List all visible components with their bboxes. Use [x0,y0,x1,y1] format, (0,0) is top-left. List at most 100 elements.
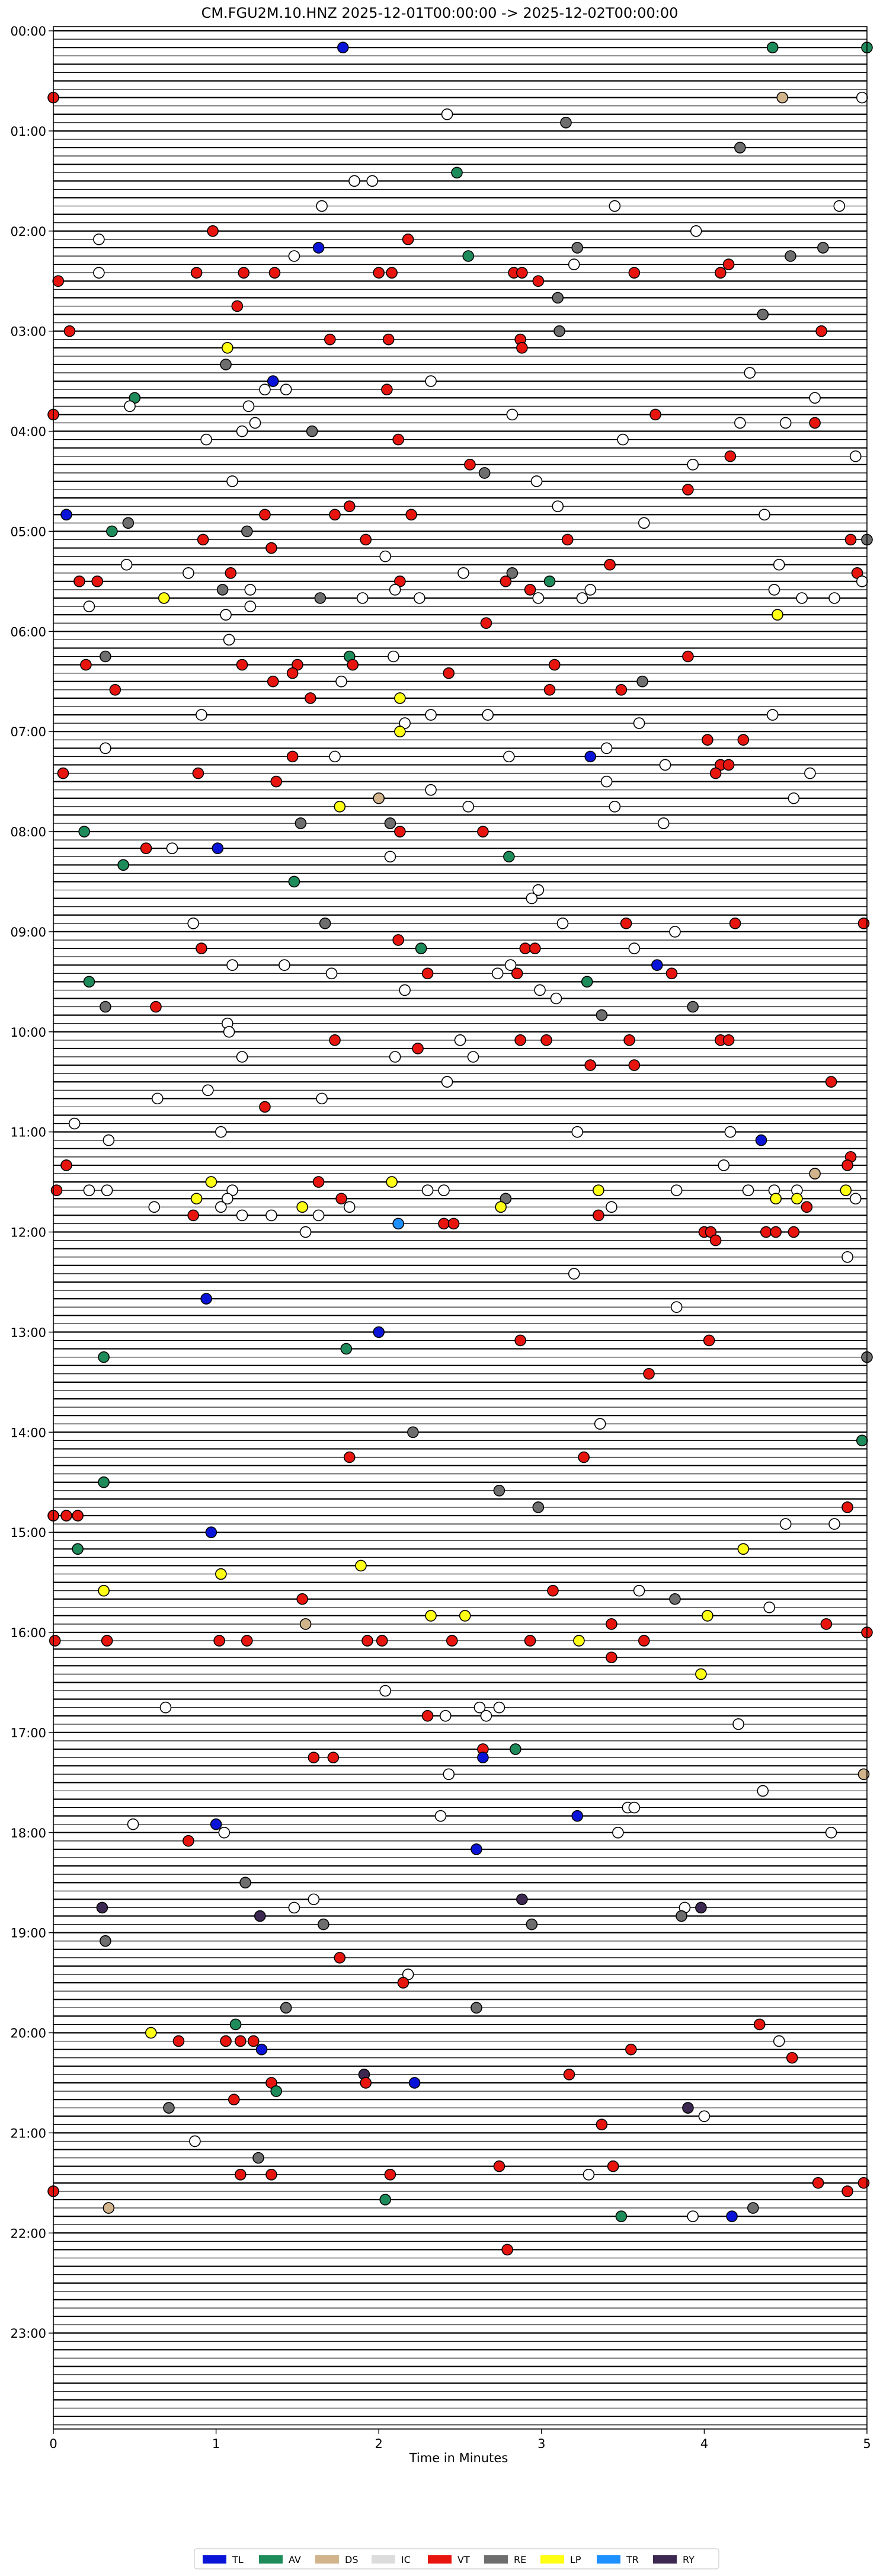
event-point-ic [779,1518,792,1530]
event-point-re [220,359,232,370]
event-point-ic [259,383,271,395]
event-point-lp [296,1201,308,1213]
event-point-ic [467,1051,479,1063]
event-point-vt [596,2118,608,2131]
event-point-ic [443,1768,455,1781]
event-point-vt [101,1635,113,1647]
event-point-vt [529,942,541,954]
event-point-ic [849,1193,862,1205]
event-point-vt [334,1952,346,1964]
event-point-tl [755,1134,767,1146]
event-point-ic [534,984,546,996]
event-point-vt [392,433,404,446]
event-point-vt [501,2243,513,2256]
event-point-vt [593,1209,604,1222]
event-point-ic [493,1701,505,1714]
legend-label-ry: RY [683,2554,695,2565]
event-point-ic [482,709,494,721]
event-point-ic [609,200,621,212]
event-point-ic [724,1126,737,1138]
event-point-vt [563,2069,575,2080]
event-point-ic [606,1201,617,1213]
x-tick-label: 1 [212,2437,220,2451]
event-point-re [552,292,564,304]
event-point-re [785,250,796,262]
event-point-ic [425,784,437,796]
event-point-vt [241,1635,253,1647]
event-point-tl [571,1810,584,1822]
event-point-vt [270,775,283,788]
event-point-ic [568,1268,580,1280]
event-point-ic [100,742,111,755]
event-point-tl [200,1293,212,1305]
event-point-ic [796,592,808,604]
event-point-vt [547,1584,559,1597]
event-point-lp [840,1184,852,1196]
event-point-re [216,584,229,596]
legend-swatch-lp [540,2555,564,2564]
event-point-ic [434,1810,447,1822]
event-point-vt [312,1176,325,1188]
event-point-vt [73,576,85,587]
event-point-vt [63,325,76,337]
event-point-lp [222,342,233,354]
y-tick-label: 00:00 [10,24,46,39]
event-point-ic [503,750,515,763]
event-point-ic [462,801,475,813]
event-point-ic [480,1709,492,1722]
event-point-vt [729,918,741,929]
event-point-vt [57,767,69,779]
event-point-vt [60,1159,72,1171]
event-point-vt [682,650,694,663]
event-point-ic [124,400,136,413]
event-point-vt [443,667,455,679]
event-point-vt [643,1367,655,1380]
event-point-ic [389,1051,401,1063]
event-point-ic [236,1051,248,1063]
event-point-re [553,325,565,337]
event-point-ds [776,91,789,104]
event-point-ic [766,709,779,721]
event-point-vt [234,2168,247,2181]
event-point-vt [607,2160,619,2172]
event-point-vt [514,1034,526,1046]
event-point-lp [495,1201,507,1213]
event-point-vt [604,558,616,571]
x-axis-label: Time in Minutes [409,2451,508,2465]
event-point-lp [386,1176,398,1188]
event-point-vt [628,267,641,279]
event-point-ic [249,417,261,429]
trace-rows [53,30,867,2425]
event-point-lp [425,1610,437,1622]
legend-label-re: RE [514,2554,526,2565]
event-point-ic [425,709,437,721]
event-point-re [817,242,829,254]
event-point-ic [552,500,564,512]
event-point-vt [801,1201,813,1213]
legend-swatch-av [259,2555,283,2564]
event-point-ic [288,250,300,262]
event-point-re [571,242,584,254]
event-point-ic [687,2210,699,2222]
event-point-vt [335,1193,347,1205]
y-tick-label: 05:00 [10,525,46,539]
y-tick-label: 12:00 [10,1226,46,1240]
event-point-lp [772,609,783,621]
event-point-ic [612,1826,624,1839]
legend-swatch-re [484,2555,508,2564]
event-point-av [229,2018,242,2031]
event-point-vt [561,533,574,546]
event-point-ds [103,2202,115,2214]
event-point-ic [196,709,207,721]
event-point-ic [600,742,613,755]
event-point-vt [267,675,279,688]
event-point-ic [159,1701,172,1714]
event-point-ic [473,1701,486,1714]
event-point-tl [255,2043,268,2056]
event-point-vt [841,1159,853,1171]
event-point-vt [480,617,492,629]
event-point-ic [148,1201,161,1213]
event-point-re [478,467,491,479]
event-point-vt [703,1334,715,1347]
event-point-ic [356,592,369,604]
